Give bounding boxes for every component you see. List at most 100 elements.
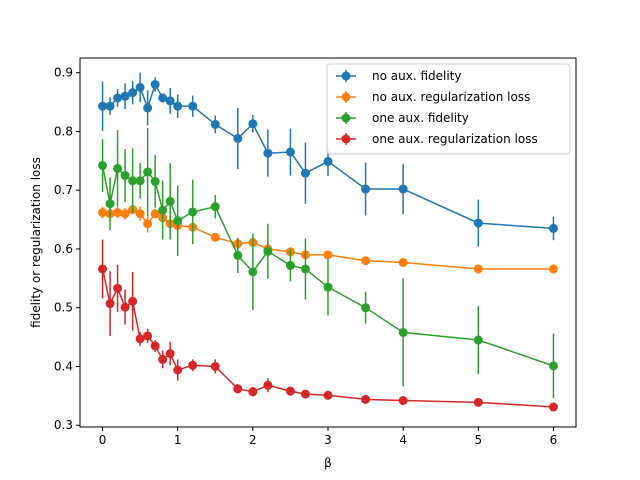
- data-point: [158, 205, 168, 215]
- data-point: [210, 232, 220, 242]
- data-point: [113, 208, 123, 218]
- legend-label: no aux. regularization loss: [372, 90, 530, 104]
- data-point: [105, 299, 115, 309]
- data-point: [173, 365, 183, 375]
- y-tick-label: 0.8: [54, 124, 73, 138]
- data-point: [98, 101, 108, 111]
- data-point: [398, 327, 408, 337]
- data-point: [548, 264, 558, 274]
- data-point: [210, 361, 220, 371]
- data-point: [210, 119, 220, 129]
- data-point: [135, 334, 145, 344]
- legend-box: [326, 63, 571, 155]
- data-point: [143, 103, 153, 113]
- x-tick-label: 6: [550, 433, 558, 447]
- y-tick-label: 0.6: [54, 242, 73, 256]
- y-axis-ticks: 0.3 0.4 0.5 0.6 0.7 0.8 0.9: [54, 66, 80, 432]
- x-tick-label: 4: [399, 433, 407, 447]
- data-point: [398, 184, 408, 194]
- x-tick-label: 2: [249, 433, 257, 447]
- data-point: [285, 386, 295, 396]
- x-tick-label: 3: [324, 433, 332, 447]
- data-point: [173, 101, 183, 111]
- data-point: [165, 349, 175, 359]
- data-point: [300, 168, 310, 178]
- legend-label: one aux. fidelity: [372, 111, 469, 125]
- data-point: [300, 264, 310, 274]
- data-point: [113, 283, 123, 293]
- legend-marker: [341, 92, 351, 102]
- series-3: [98, 239, 558, 412]
- data-point: [105, 101, 115, 111]
- data-point: [158, 354, 168, 364]
- data-point: [128, 176, 138, 186]
- data-point: [135, 82, 145, 92]
- data-point: [285, 147, 295, 157]
- data-point: [150, 209, 160, 219]
- legend-marker: [341, 71, 351, 81]
- data-point: [120, 91, 130, 101]
- data-point: [135, 209, 145, 219]
- data-point: [98, 161, 108, 171]
- y-tick-label: 0.9: [54, 66, 73, 80]
- data-point: [248, 267, 258, 277]
- data-point: [300, 389, 310, 399]
- legend-marker: [341, 134, 351, 144]
- y-axis-label: fidelity or regularization loss: [29, 157, 43, 328]
- data-point: [128, 296, 138, 306]
- plot-area: [79, 57, 577, 428]
- data-point: [113, 163, 123, 173]
- data-point: [210, 202, 220, 212]
- data-point: [143, 219, 153, 229]
- data-point: [150, 176, 160, 186]
- x-tick-label: 5: [474, 433, 482, 447]
- data-point: [105, 199, 115, 209]
- data-point: [158, 93, 168, 103]
- data-point: [323, 250, 333, 260]
- data-point: [98, 264, 108, 274]
- data-point: [548, 223, 558, 233]
- data-point: [128, 88, 138, 98]
- data-point: [135, 176, 145, 186]
- y-tick-label: 0.7: [54, 183, 73, 197]
- data-point: [473, 397, 483, 407]
- data-point: [263, 246, 273, 256]
- data-point: [285, 260, 295, 270]
- x-axis-label: β: [324, 456, 332, 470]
- data-point: [120, 209, 130, 219]
- data-point: [361, 394, 371, 404]
- data-point: [473, 335, 483, 345]
- legend-label: no aux. fidelity: [372, 69, 461, 83]
- x-tick-label: 0: [99, 433, 107, 447]
- data-point: [120, 171, 130, 181]
- data-point: [473, 264, 483, 274]
- data-point: [248, 119, 258, 129]
- data-point: [150, 341, 160, 351]
- data-point: [361, 184, 371, 194]
- legend-label: one aux. regularization loss: [372, 132, 538, 146]
- y-tick-label: 0.3: [54, 418, 73, 432]
- series-2: [98, 127, 558, 399]
- series-layer: [98, 72, 558, 412]
- data-point: [248, 387, 258, 397]
- data-point: [233, 133, 243, 143]
- data-point: [98, 208, 108, 218]
- x-axis-ticks: 0 1 2 3 4 5 6: [99, 427, 558, 447]
- data-point: [143, 331, 153, 341]
- data-point: [361, 256, 371, 266]
- data-point: [548, 361, 558, 371]
- data-point: [173, 216, 183, 226]
- y-tick-label: 0.4: [54, 359, 73, 373]
- data-point: [150, 79, 160, 89]
- data-point: [165, 96, 175, 106]
- y-tick-label: 0.5: [54, 301, 73, 315]
- data-point: [143, 167, 153, 177]
- data-point: [188, 207, 198, 217]
- data-point: [233, 250, 243, 260]
- data-point: [323, 390, 333, 400]
- data-point: [188, 101, 198, 111]
- data-point: [398, 396, 408, 406]
- legend-marker: [341, 113, 351, 123]
- data-point: [263, 380, 273, 390]
